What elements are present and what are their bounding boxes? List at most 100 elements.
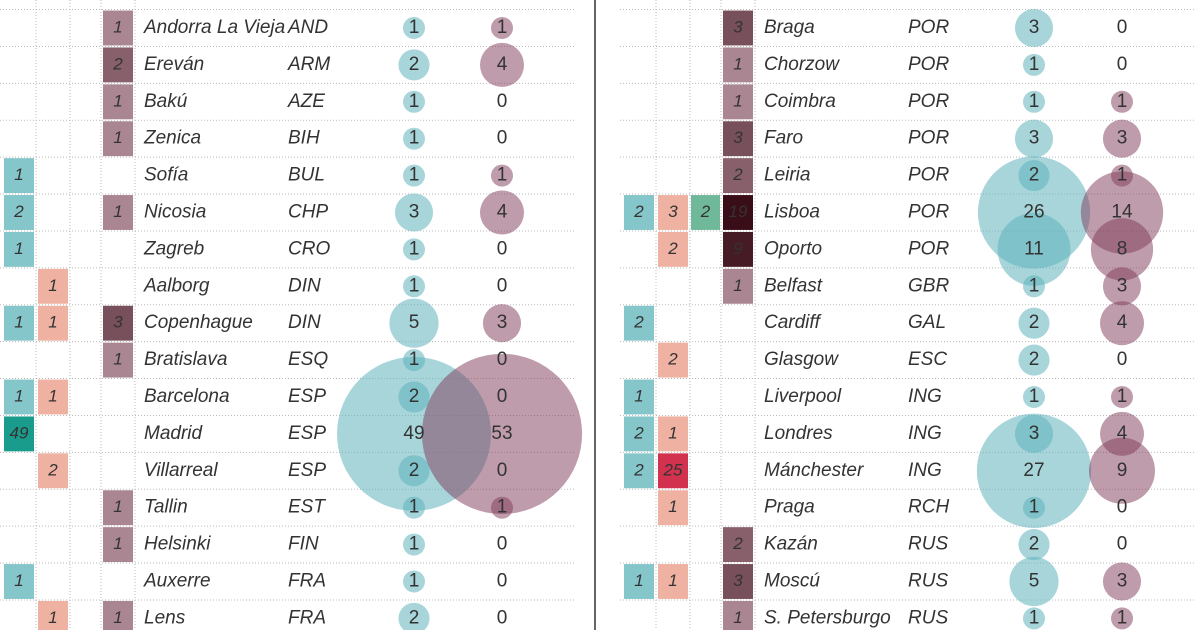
city: Madrid [144, 423, 204, 444]
count-label: 1 [668, 571, 677, 590]
count-label: 19 [729, 202, 748, 221]
away-value: 1 [1117, 91, 1128, 112]
away-value: 0 [1117, 349, 1128, 370]
count-label: 3 [733, 128, 743, 147]
home-bubble [976, 413, 1092, 528]
city: Leiria [764, 165, 810, 186]
home-value: 1 [409, 349, 420, 370]
away-bubble [1090, 218, 1154, 281]
away-bubble [1100, 301, 1144, 346]
home-bubble [1023, 90, 1045, 113]
away-bubble [491, 164, 513, 187]
count-label: 2 [633, 202, 644, 221]
country: POR [908, 202, 949, 223]
country: ING [908, 460, 942, 481]
teal-layer [337, 8, 1092, 630]
count-label: 1 [668, 423, 677, 442]
country: ING [908, 386, 942, 407]
city: Bratislava [144, 349, 227, 370]
count-label: 1 [48, 608, 57, 627]
away-bubble [491, 496, 513, 519]
count-label: 1 [113, 350, 122, 369]
country: ESC [908, 349, 947, 370]
count-box [38, 305, 68, 341]
home-value: 1 [409, 17, 420, 38]
count-box [658, 490, 688, 526]
home-value: 1 [409, 275, 420, 296]
away-value: 1 [1117, 165, 1128, 186]
away-bubble [1102, 267, 1142, 306]
count-label: 1 [14, 386, 23, 405]
home-value: 1 [409, 238, 420, 259]
city: Coimbra [764, 91, 836, 112]
home-bubble [1009, 556, 1059, 607]
home-value: 1 [1029, 497, 1040, 518]
away-value: 0 [1117, 497, 1128, 518]
city: Braga [764, 17, 815, 38]
city: Auxerre [143, 571, 211, 592]
count-label: 2 [633, 313, 644, 332]
count-box [103, 195, 133, 230]
away-bubble [480, 42, 524, 87]
count-box [103, 490, 133, 526]
country: CHP [288, 202, 328, 223]
count-box [624, 453, 654, 489]
home-bubble [1023, 386, 1045, 408]
home-value: 2 [409, 607, 420, 628]
count-box [38, 379, 68, 415]
away-value: 0 [1117, 17, 1128, 38]
country: BUL [288, 165, 325, 186]
city: Lisboa [764, 202, 820, 223]
city: Nicosia [144, 202, 206, 223]
city: Londres [764, 423, 833, 444]
country: ESP [288, 386, 326, 407]
home-value: 1 [1029, 91, 1040, 112]
home-value: 3 [1029, 128, 1040, 149]
home-value: 2 [409, 54, 420, 75]
home-bubble [403, 127, 425, 150]
home-bubble [403, 533, 425, 556]
count-box [723, 47, 753, 83]
away-bubble [491, 17, 513, 39]
away-value: 0 [497, 386, 508, 407]
count-box [723, 231, 753, 267]
count-box [38, 268, 68, 304]
home-bubble [1018, 344, 1050, 376]
city: Glasgow [764, 349, 839, 370]
country: EST [288, 497, 326, 518]
home-value: 3 [409, 202, 420, 223]
away-value: 0 [497, 128, 508, 149]
country: GAL [908, 312, 946, 333]
home-bubble [394, 193, 434, 232]
count-label: 1 [113, 534, 122, 553]
count-label: 1 [113, 17, 122, 36]
count-box [4, 379, 34, 415]
country: POR [908, 54, 949, 75]
country: DIN [288, 312, 321, 333]
home-bubble [403, 90, 425, 113]
city: Barcelona [144, 386, 230, 407]
count-label: 1 [113, 91, 122, 110]
home-bubble [398, 455, 430, 487]
home-value: 1 [1029, 386, 1040, 407]
count-box [723, 158, 753, 194]
count-box [723, 84, 753, 120]
away-value: 1 [497, 497, 508, 518]
home-bubble [403, 496, 425, 519]
count-box [103, 10, 133, 46]
home-bubble [389, 298, 439, 348]
count-label: 1 [14, 313, 23, 332]
count-box [658, 416, 688, 452]
away-bubble [1102, 119, 1142, 158]
count-label: 1 [733, 276, 742, 295]
home-bubble [403, 238, 425, 261]
count-box [723, 195, 753, 230]
count-box [624, 305, 654, 341]
count-label: 3 [733, 17, 743, 36]
away-value: 0 [1117, 54, 1128, 75]
count-box [658, 564, 688, 599]
count-box [103, 305, 133, 341]
city: Sofía [144, 165, 188, 186]
home-value: 1 [409, 534, 420, 555]
count-label: 1 [668, 497, 677, 516]
